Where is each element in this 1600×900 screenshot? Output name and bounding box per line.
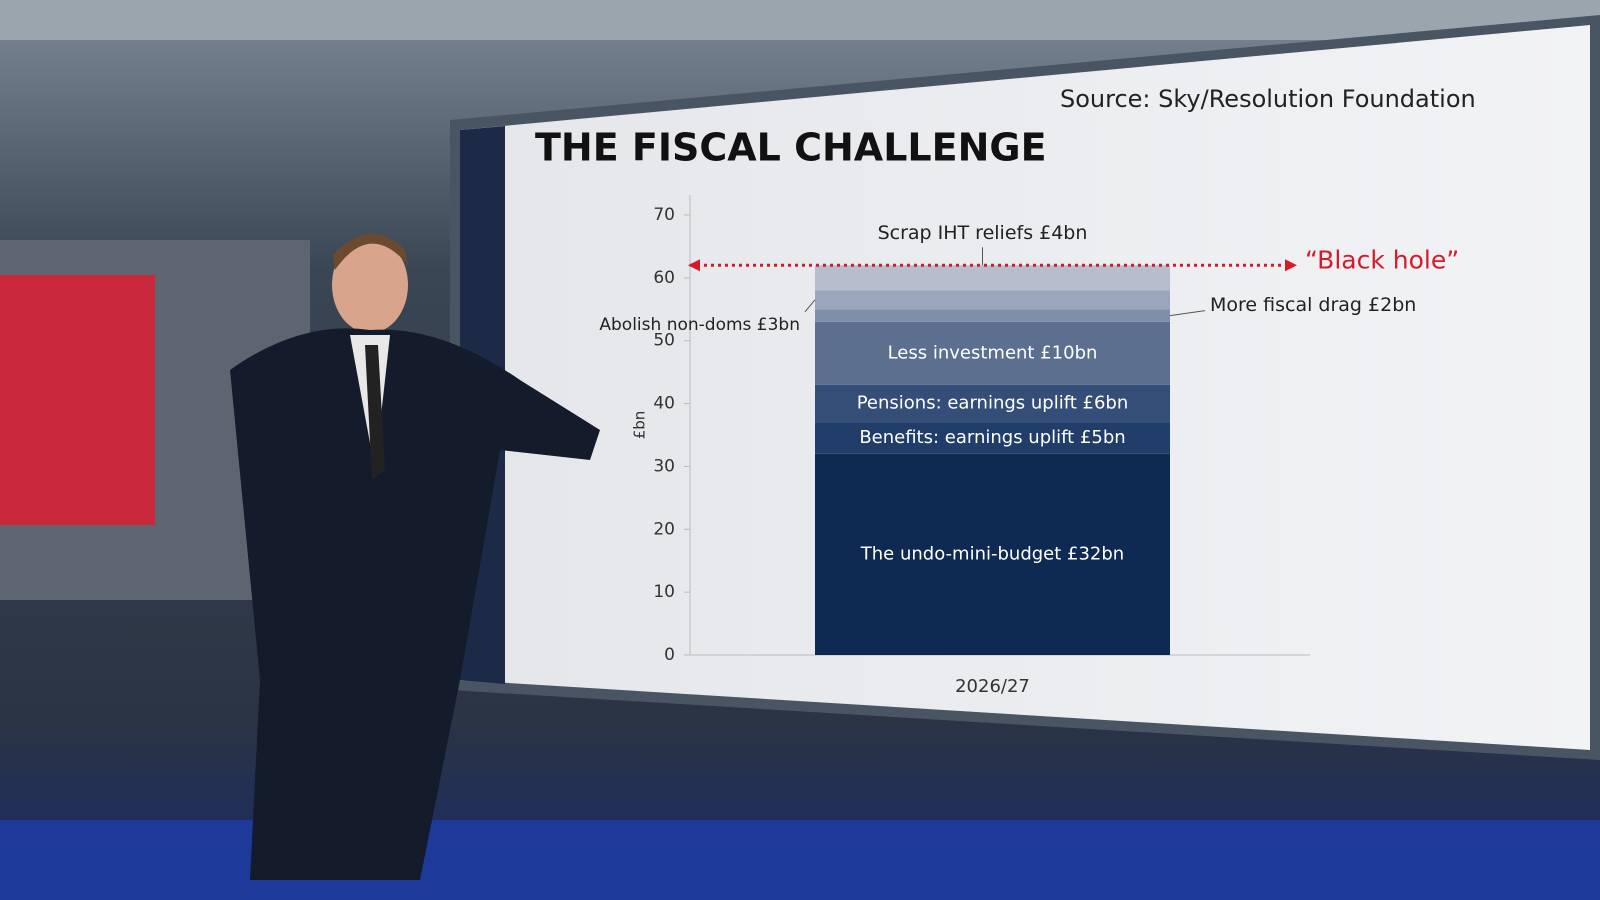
segment-label: The undo-mini-budget £32bn xyxy=(860,543,1124,564)
arrow-head xyxy=(1285,259,1297,272)
bar-segment xyxy=(815,453,1170,655)
segment-label: Less investment £10bn xyxy=(888,342,1098,363)
y-tick-label: 60 xyxy=(653,268,675,288)
bar-segment xyxy=(815,321,1170,385)
y-tick-label: 10 xyxy=(653,582,675,602)
leader-line xyxy=(804,299,816,313)
chart-title: THE FISCAL CHALLENGE xyxy=(535,126,1047,170)
segment-label: Abolish non-doms £3bn xyxy=(599,315,800,335)
y-tick-label: 50 xyxy=(653,331,675,351)
bar-segment xyxy=(815,309,1170,322)
segment-label: Scrap IHT reliefs £4bn xyxy=(878,222,1088,244)
y-tick-label: 20 xyxy=(653,519,675,539)
red-box xyxy=(0,275,155,525)
segment-label: Benefits: earnings uplift £5bn xyxy=(859,427,1125,448)
segment-label: More fiscal drag £2bn xyxy=(1210,294,1416,316)
source: Source: Sky/Resolution Foundation xyxy=(1060,85,1476,113)
ceiling-beam xyxy=(0,0,1600,40)
segment-label: Pensions: earnings uplift £6bn xyxy=(857,393,1129,414)
y-tick-label: 40 xyxy=(653,394,675,414)
black-hole-label: “Black hole” xyxy=(1305,245,1459,274)
arrow-tail xyxy=(688,259,700,272)
y-tick-label: 30 xyxy=(653,456,675,476)
y-tick-label: 0 xyxy=(664,645,675,665)
bar-segment xyxy=(815,384,1170,423)
presenter xyxy=(230,233,600,880)
bar-segment xyxy=(815,290,1170,310)
bar-segment xyxy=(815,265,1170,291)
floor-light xyxy=(0,820,1600,900)
x-tick-label: 2026/27 xyxy=(955,676,1030,697)
y-axis-label: £bn xyxy=(631,411,649,440)
y-tick-label: 70 xyxy=(653,205,675,225)
bar-segment xyxy=(815,422,1170,454)
leader-line xyxy=(1169,310,1206,317)
